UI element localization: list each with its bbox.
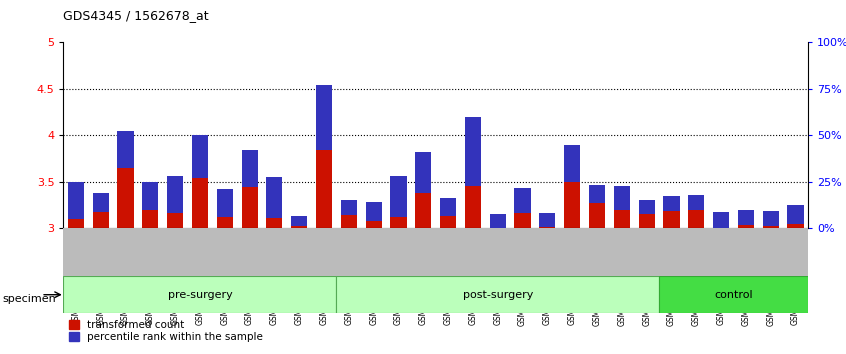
Bar [142,182,158,210]
Bar [490,215,506,228]
Bar [639,200,655,228]
Bar [337,276,659,313]
Bar [762,211,779,225]
Bar [241,150,258,188]
Bar [192,135,208,178]
Bar [713,212,729,228]
Bar [266,177,283,218]
Bar [217,189,233,228]
Text: pre-surgery: pre-surgery [168,290,233,300]
Bar [365,202,382,221]
Bar [464,117,481,228]
Bar [738,210,754,228]
Bar [738,210,754,224]
Bar [241,150,258,228]
Bar [589,185,605,203]
Bar [92,193,109,228]
Bar [440,198,456,216]
Bar [613,185,630,210]
Bar [788,205,804,224]
Bar [92,193,109,212]
Bar [688,195,705,228]
Bar [217,189,233,217]
Bar [118,131,134,168]
Bar [663,196,679,211]
Bar [762,211,779,228]
Bar [464,117,481,185]
Bar [291,216,307,225]
Legend: transformed count, percentile rank within the sample: transformed count, percentile rank withi… [69,320,263,342]
Bar [514,188,530,212]
Bar [539,212,556,228]
Bar [316,85,332,150]
Bar [341,200,357,215]
Bar [539,212,556,227]
Bar [440,198,456,228]
Bar [266,177,283,228]
Bar [564,145,580,228]
Text: GDS4345 / 1562678_at: GDS4345 / 1562678_at [63,9,209,22]
Bar [688,195,705,210]
Bar [68,182,84,219]
Bar [192,136,208,228]
Bar [659,276,808,313]
Bar [341,200,357,228]
Bar [589,185,605,228]
Bar [365,202,382,228]
Bar [613,185,630,228]
Bar [639,200,655,215]
Bar [390,176,407,217]
Bar [291,216,307,228]
Bar [713,212,729,230]
Bar [564,145,580,182]
Bar [68,182,84,228]
Bar [118,131,134,228]
Bar [142,182,158,228]
Bar [167,176,184,213]
Bar [514,188,530,228]
Bar [63,276,337,313]
Bar [167,176,184,228]
Bar [415,152,431,228]
Bar [316,85,332,228]
Bar [390,176,407,228]
Bar [788,205,804,228]
Text: post-surgery: post-surgery [463,290,533,300]
Text: specimen: specimen [3,294,57,304]
Bar [663,196,679,228]
Text: control: control [714,290,753,300]
Bar [490,215,506,229]
Bar [415,152,431,193]
